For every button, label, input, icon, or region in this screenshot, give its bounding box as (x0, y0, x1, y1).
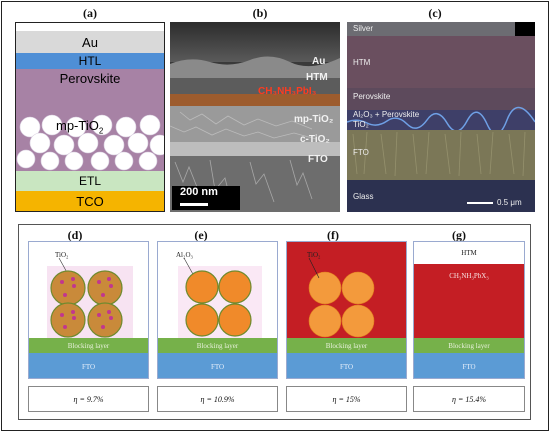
layer-etl-label: ETL (78, 174, 101, 188)
layer-au-label: Au (82, 34, 98, 50)
panel-f-efficiency: η = 15% (286, 386, 407, 412)
sem-c-silver: Silver (353, 24, 374, 33)
panel-c: Silver HTM Perovskite Al₂O₃ + Perovskite… (347, 22, 535, 212)
sem-b-c-tio2: c-TiO₂ (300, 134, 330, 145)
mp-tio2-particle-group (16, 114, 164, 171)
panel-g: HTM CH₃NH₃PbX₃ Blocking layer FTO (413, 241, 525, 379)
layer-tco-label: TCO (76, 194, 104, 209)
panel-g-htm-layer (414, 242, 524, 264)
sem-c-scale: 0.5 μm (497, 198, 522, 207)
sem-b-au: Au (312, 56, 326, 67)
lower-group-frame (18, 224, 531, 420)
mp-tio2-particles (16, 114, 164, 171)
sem-image-c (347, 22, 535, 212)
panel-g-perovskite: CH₃NH₃PbX₃ (449, 272, 489, 280)
layer-perovskite: Perovskite (16, 69, 164, 173)
label-c: (c) (428, 6, 442, 20)
panel-d-blocking-layer: Blocking layer (29, 338, 148, 353)
panel-e-blocking-layer: Blocking layer (158, 338, 277, 353)
layer-etl: ETL (16, 171, 164, 191)
layer-mp-tio2-label: mp-TiO2 (56, 118, 103, 136)
sem-c-perovskite: Perovskite (353, 92, 391, 101)
panel-f-blocking-layer: Blocking layer (287, 338, 406, 353)
panel-f-fto: FTO (287, 353, 406, 378)
sem-b-mp-tio2: mp-TiO₂ (294, 114, 334, 125)
label-g: (g) (452, 228, 466, 242)
sem-b-scale: 200 nm (180, 186, 218, 198)
layer-htl: HTL (16, 53, 164, 69)
label-d: (d) (67, 228, 83, 242)
layer-htl-label: HTL (78, 54, 102, 68)
mp-tio2-subscript: 2 (98, 126, 104, 136)
panel-e-particles (178, 257, 262, 338)
panel-e-material: Al₂O₃ (176, 251, 193, 259)
sem-c-al2o3-line1: Al₂O₃ + Perovskite (353, 110, 420, 119)
panel-d: TiO₂ Blocking layer FTO (28, 241, 149, 379)
panel-g-fto: FTO (414, 353, 524, 378)
panel-g-htm: HTM (461, 249, 477, 257)
sem-b-fto: FTO (308, 154, 328, 165)
panel-e-efficiency: η = 10.9% (157, 386, 278, 412)
label-e: (e) (194, 228, 208, 242)
panel-f-particles (287, 242, 406, 338)
panel-g-efficiency: η = 15.4% (413, 386, 525, 412)
label-b: (b) (252, 6, 268, 20)
panel-d-material: TiO₂ (55, 251, 69, 259)
sem-c-al2o3-line2: TiO₂ (353, 120, 369, 129)
panel-f: TiO₂ Blocking layer FTO (286, 241, 407, 379)
panel-g-perovskite-layer (414, 264, 524, 338)
panel-b: Au HTM CH₃NH₃PbI₃ mp-TiO₂ c-TiO₂ FTO 200… (170, 22, 340, 212)
panel-d-particles (47, 257, 133, 338)
sem-image-b (170, 22, 340, 212)
sem-b-htm: HTM (306, 72, 328, 83)
panel-e-fto: FTO (158, 353, 277, 378)
mp-tio2-text: mp-TiO (56, 118, 99, 133)
label-f: (f) (327, 228, 339, 242)
panel-d-fto: FTO (29, 353, 148, 378)
sem-c-htm: HTM (353, 58, 371, 67)
panel-d-efficiency: η = 9.7% (28, 386, 149, 412)
sem-c-glass: Glass (353, 192, 374, 201)
sem-b-perovskite: CH₃NH₃PbI₃ (258, 86, 317, 97)
panel-a: Au HTL Perovskite mp-TiO2 ETL TCO (15, 22, 165, 212)
sem-c-fto: FTO (353, 148, 369, 157)
panel-e: Al₂O₃ Blocking layer FTO (157, 241, 278, 379)
panel-g-blocking-layer: Blocking layer (414, 338, 524, 353)
panel-f-material: TiO₂ (307, 251, 321, 259)
layer-tco: TCO (16, 191, 164, 211)
layer-perovskite-label: Perovskite (59, 71, 121, 86)
label-a: (a) (83, 6, 97, 20)
layer-au: Au (16, 31, 164, 53)
